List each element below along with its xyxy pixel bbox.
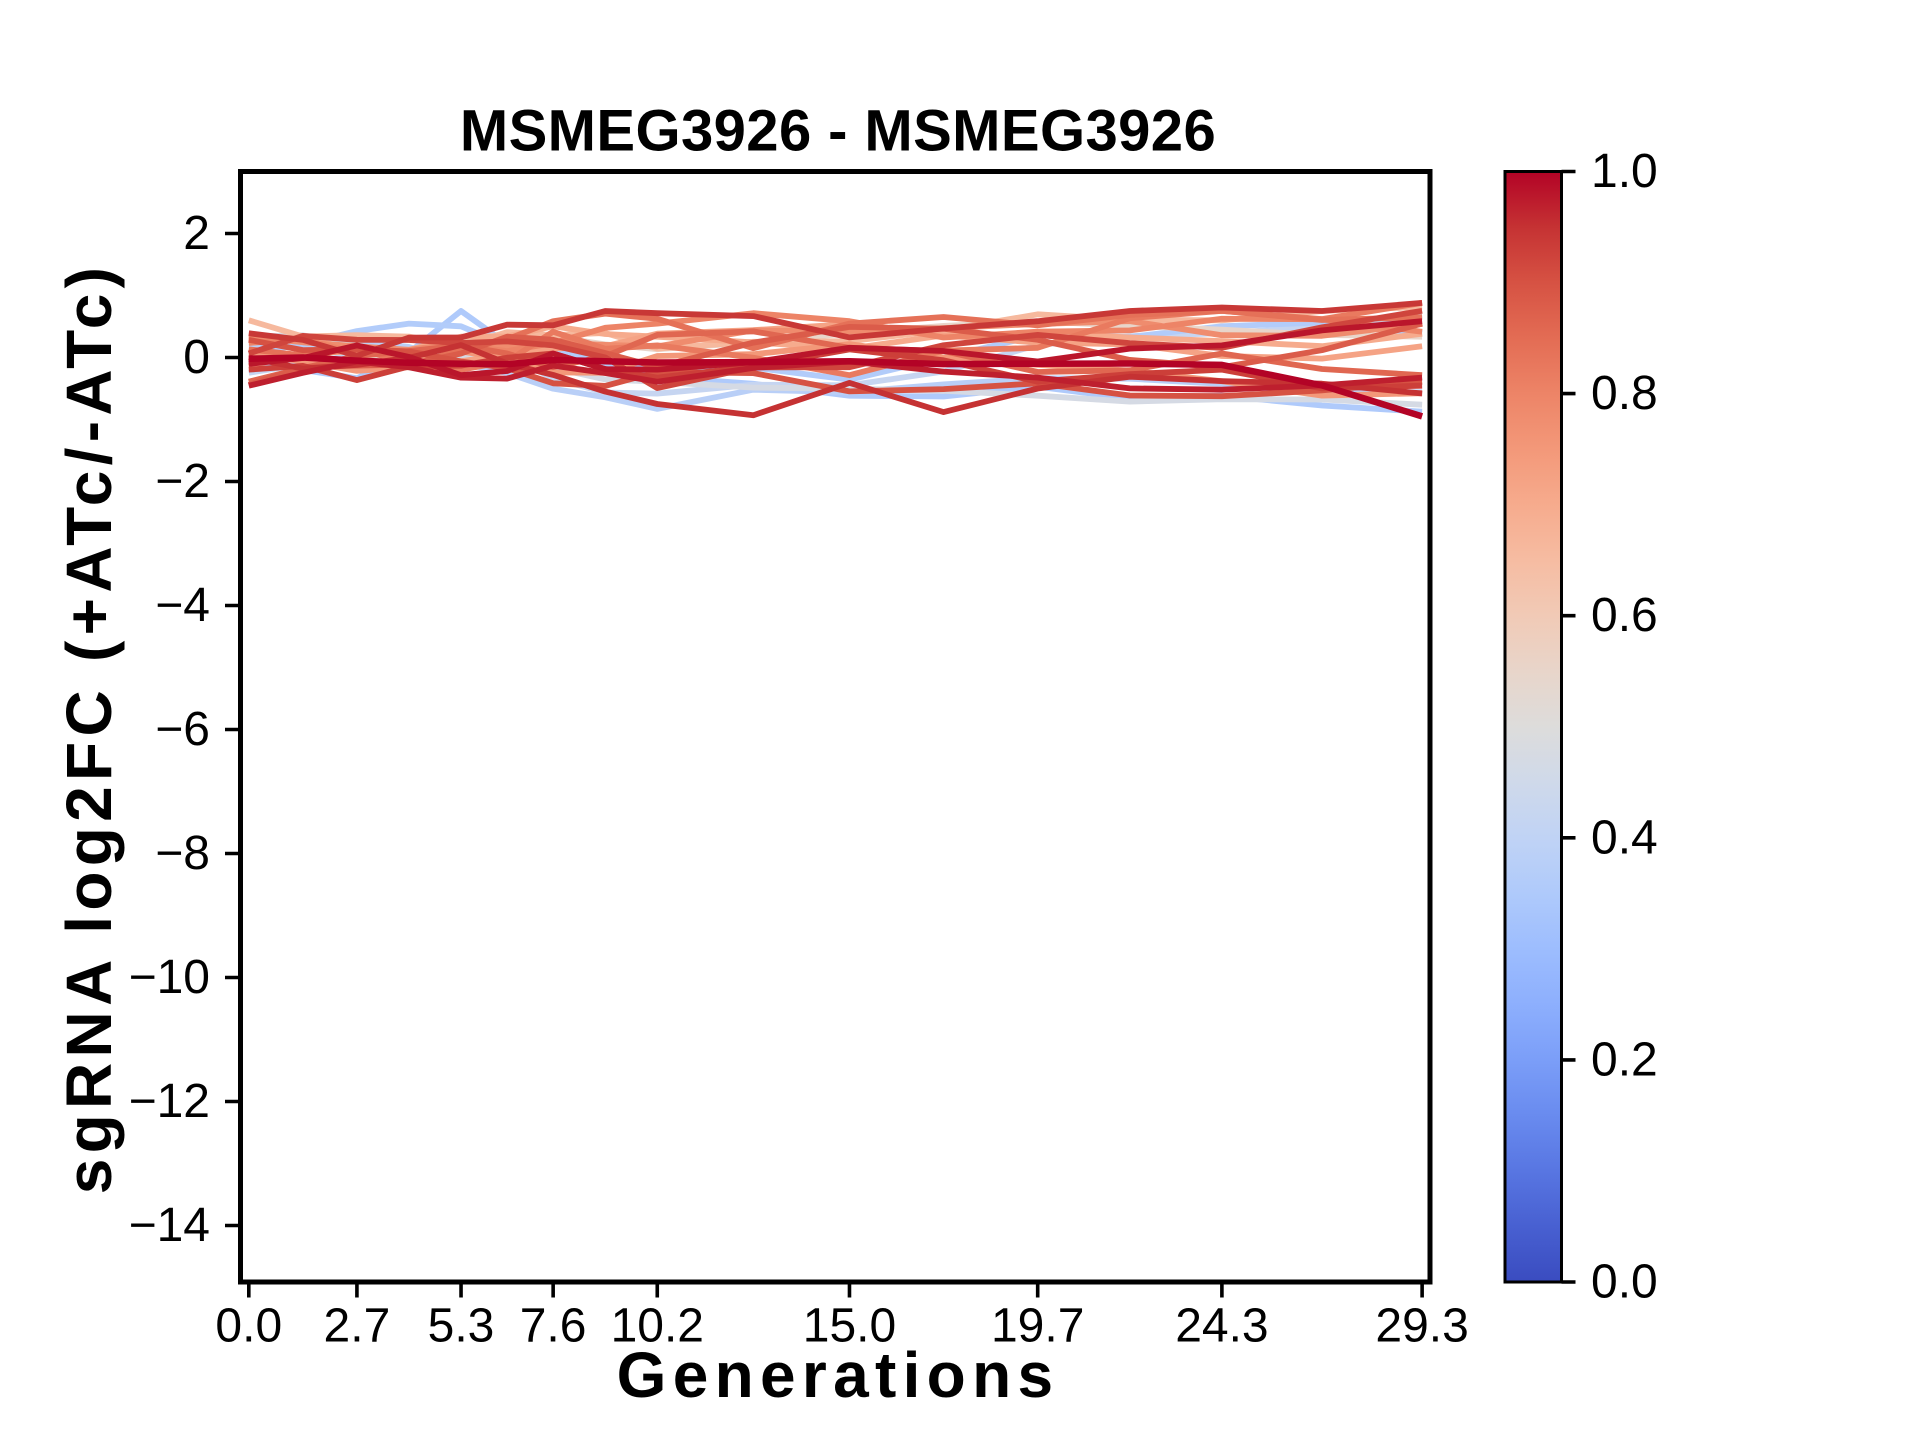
svg-text:0.2: 0.2 (1591, 1033, 1658, 1086)
svg-text:24.3: 24.3 (1175, 1300, 1268, 1353)
svg-text:Generations: Generations (617, 1339, 1060, 1411)
svg-text:0: 0 (183, 331, 210, 384)
svg-text:0.0: 0.0 (215, 1300, 282, 1353)
svg-text:−8: −8 (155, 827, 210, 880)
svg-text:15.0: 15.0 (803, 1300, 896, 1353)
svg-text:−14: −14 (129, 1199, 210, 1252)
svg-text:−4: −4 (155, 579, 210, 632)
svg-text:1.0: 1.0 (1591, 145, 1658, 198)
svg-text:sgRNA log2FC (+ATc/-ATc): sgRNA log2FC (+ATc/-ATc) (53, 262, 125, 1195)
svg-text:19.7: 19.7 (991, 1300, 1084, 1353)
svg-text:−6: −6 (155, 703, 210, 756)
svg-text:0.6: 0.6 (1591, 589, 1658, 642)
svg-text:−2: −2 (155, 455, 210, 508)
svg-text:5.3: 5.3 (428, 1300, 495, 1353)
svg-text:2.7: 2.7 (324, 1300, 391, 1353)
svg-text:0.8: 0.8 (1591, 367, 1658, 420)
svg-text:29.3: 29.3 (1375, 1300, 1468, 1353)
svg-text:0.4: 0.4 (1591, 811, 1658, 864)
svg-text:−12: −12 (129, 1075, 210, 1128)
svg-text:0.0: 0.0 (1591, 1256, 1658, 1309)
svg-text:10.2: 10.2 (611, 1300, 704, 1353)
svg-text:2: 2 (183, 207, 210, 260)
svg-text:−10: −10 (129, 951, 210, 1004)
svg-text:7.6: 7.6 (520, 1300, 587, 1353)
svg-text:MSMEG3926 - MSMEG3926: MSMEG3926 - MSMEG3926 (460, 99, 1216, 164)
